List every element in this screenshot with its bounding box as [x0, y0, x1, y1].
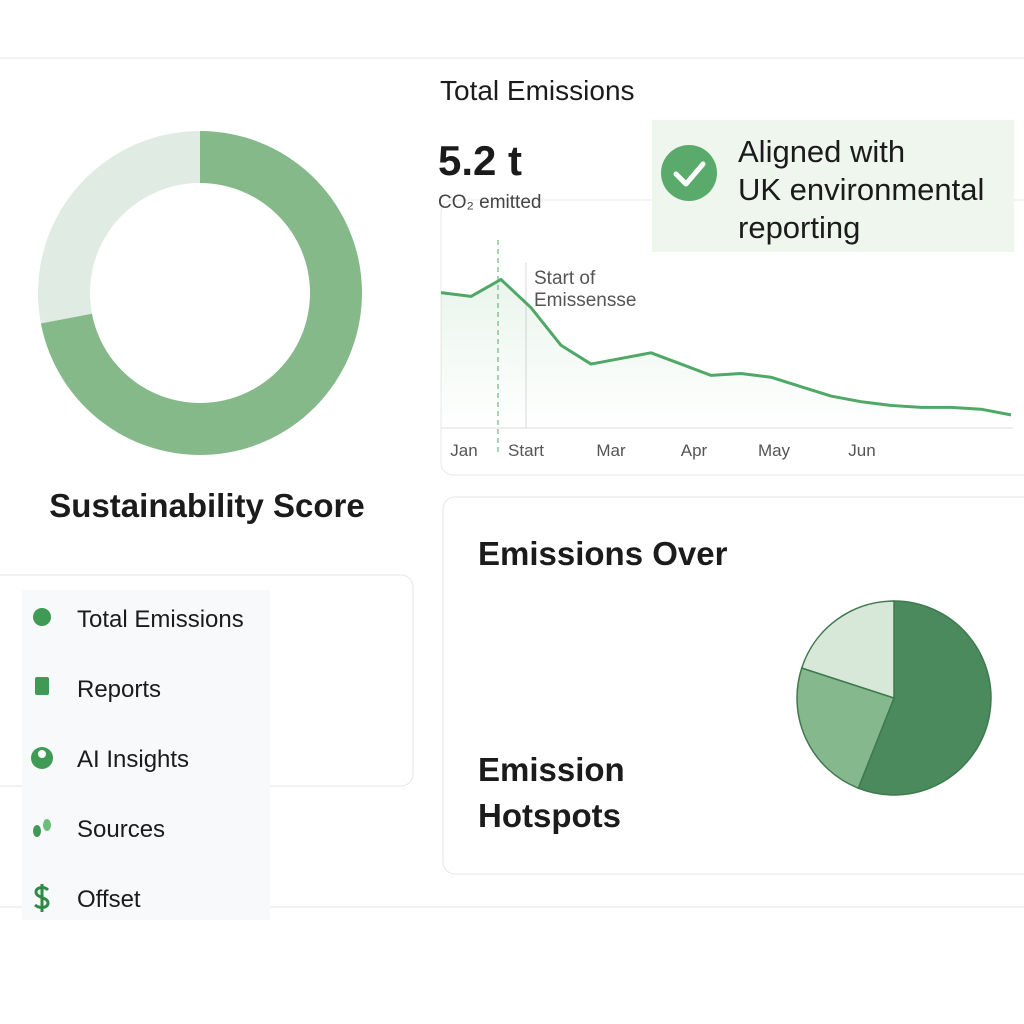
x-tick-label: Apr: [681, 441, 708, 460]
donut-segment: [40, 131, 362, 456]
nav-icon: [34, 884, 50, 912]
emissions-card: [442, 496, 1024, 875]
donut-segment: [37, 131, 200, 324]
pie-slice: [800, 600, 895, 700]
nav-panel: [22, 590, 270, 920]
card-subtitle: Hotspots: [478, 797, 621, 834]
line-series: [440, 277, 1012, 417]
total-value: 5.2 t: [438, 137, 522, 184]
section-title: Total Emissions: [440, 75, 635, 106]
nav-icon: [43, 819, 51, 831]
donut-title: Sustainability Score: [49, 487, 364, 524]
x-tick-label: Jan: [450, 441, 477, 460]
badge-text: UK environmental: [738, 172, 984, 207]
x-tick-label: Mar: [596, 441, 626, 460]
badge-text: Aligned with: [738, 134, 905, 169]
nav-item[interactable]: Offset: [77, 886, 141, 913]
nav-item[interactable]: Total Emissions: [77, 606, 244, 633]
annotation: Start of: [534, 268, 596, 289]
annotation: Emissensse: [534, 290, 636, 311]
total-caption: CO₂ emitted: [438, 192, 541, 213]
x-tick-label: May: [758, 441, 791, 460]
nav-icon: [33, 608, 51, 626]
nav-icon: [35, 677, 49, 695]
pie-slice: [796, 667, 895, 790]
check-mark: [673, 161, 706, 187]
line-area: [441, 279, 1011, 428]
card-subtitle: Emission: [478, 751, 625, 788]
x-tick-label: Start: [508, 441, 544, 460]
nav-icon: [33, 825, 41, 837]
nav-item[interactable]: Sources: [77, 816, 165, 843]
nav-icon-detail: [38, 750, 46, 758]
badge-check: [661, 145, 717, 201]
card-title: Emissions Over: [478, 535, 728, 572]
nav-item[interactable]: Reports: [77, 676, 161, 703]
nav-item[interactable]: AI Insights: [77, 746, 189, 773]
x-tick-label: Jun: [848, 441, 875, 460]
pie-slice: [857, 600, 992, 796]
badge-text: reporting: [738, 210, 860, 245]
